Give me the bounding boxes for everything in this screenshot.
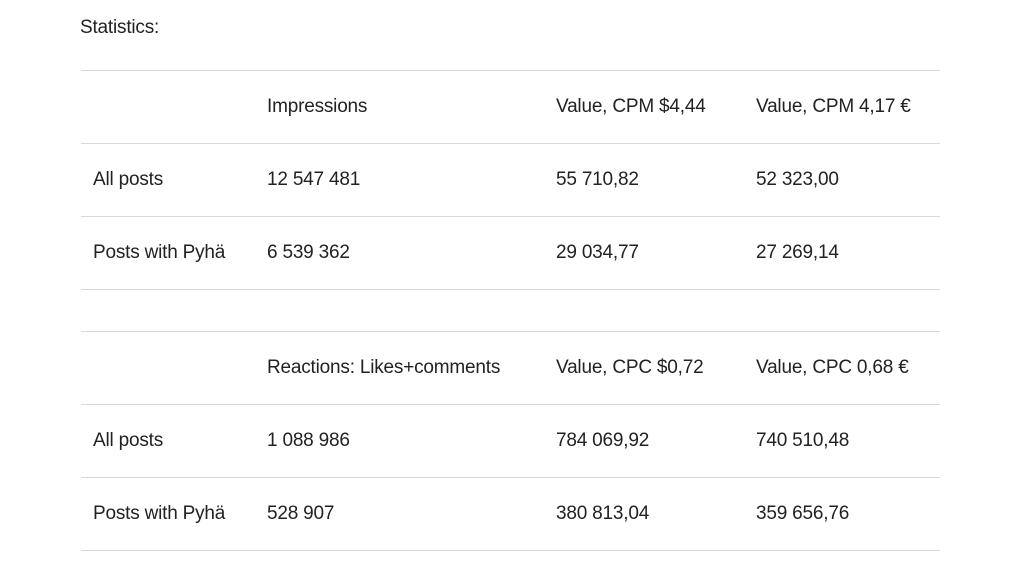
row-label: Posts with Pyhä — [81, 216, 255, 290]
header-cell-value-cpc-usd: Value, CPC $0,72 — [544, 331, 744, 405]
row-label: Posts with Pyhä — [81, 477, 255, 551]
impressions-value: 6 539 362 — [255, 216, 544, 290]
value-cpc-eur: 740 510,48 — [744, 404, 940, 478]
table-row: All posts 1 088 986 784 069,92 740 510,4… — [81, 404, 940, 478]
table-row: Posts with Pyhä 528 907 380 813,04 359 6… — [81, 477, 940, 551]
table-header-row: Reactions: Likes+comments Value, CPC $0,… — [81, 331, 940, 405]
table-row: All posts 12 547 481 55 710,82 52 323,00 — [81, 143, 940, 217]
impressions-value: 12 547 481 — [255, 143, 544, 217]
row-label: All posts — [81, 404, 255, 478]
header-cell-value-cpm-usd: Value, CPM $4,44 — [544, 70, 744, 144]
value-cpc-usd: 784 069,92 — [544, 404, 744, 478]
header-cell-impressions: Impressions — [255, 70, 544, 144]
reactions-value: 528 907 — [255, 477, 544, 551]
header-cell-empty — [81, 331, 255, 405]
value-cpm-usd: 29 034,77 — [544, 216, 744, 290]
value-cpm-eur: 27 269,14 — [744, 216, 940, 290]
value-cpc-usd: 380 813,04 — [544, 477, 744, 551]
header-cell-empty — [81, 70, 255, 144]
table-header-row: Impressions Value, CPM $4,44 Value, CPM … — [81, 70, 940, 144]
statistics-heading: Statistics: — [80, 17, 160, 38]
value-cpm-eur: 52 323,00 — [744, 143, 940, 217]
header-cell-reactions: Reactions: Likes+comments — [255, 331, 544, 405]
row-label: All posts — [81, 143, 255, 217]
reactions-value: 1 088 986 — [255, 404, 544, 478]
value-cpm-usd: 55 710,82 — [544, 143, 744, 217]
header-cell-value-cpm-eur: Value, CPM 4,17 € — [744, 70, 940, 144]
impressions-table: Impressions Value, CPM $4,44 Value, CPM … — [81, 70, 940, 290]
header-cell-value-cpc-eur: Value, CPC 0,68 € — [744, 331, 940, 405]
value-cpc-eur: 359 656,76 — [744, 477, 940, 551]
table-row: Posts with Pyhä 6 539 362 29 034,77 27 2… — [81, 216, 940, 290]
reactions-table: Reactions: Likes+comments Value, CPC $0,… — [81, 331, 940, 551]
